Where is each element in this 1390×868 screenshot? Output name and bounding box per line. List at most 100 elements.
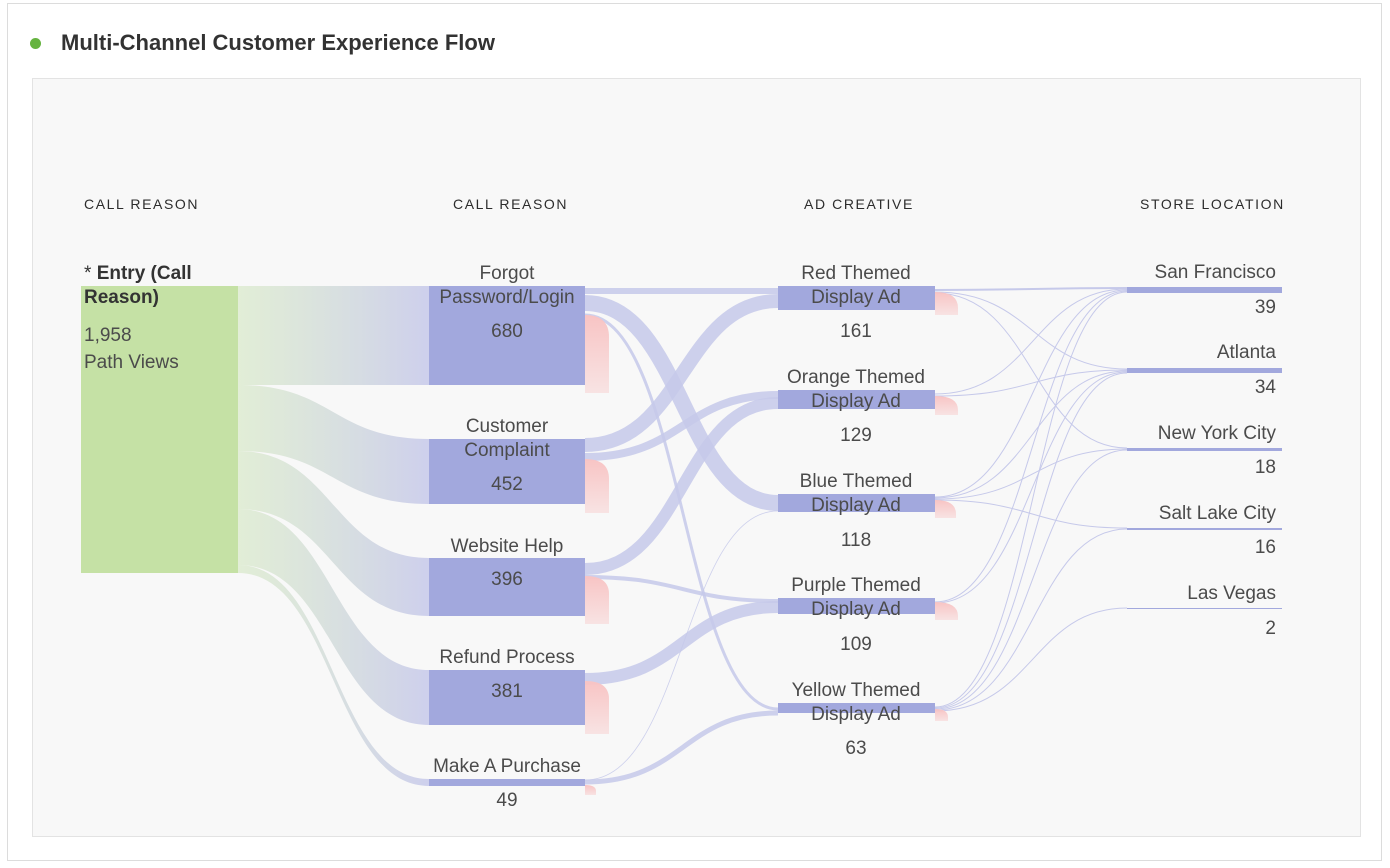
flow-forgot-yellow[interactable] <box>584 313 779 711</box>
flow-website-orange[interactable] <box>584 397 779 575</box>
flow-blue-atlanta[interactable] <box>934 370 1128 499</box>
call-reason-label-forgot: Forgot Password/Login <box>417 262 597 310</box>
entry-prefix: * <box>84 263 97 284</box>
flow-entry-purchase[interactable] <box>238 565 429 786</box>
node-new-york[interactable] <box>1127 448 1282 451</box>
node-salt-lake[interactable] <box>1127 528 1282 530</box>
flow-red-nyc[interactable] <box>934 292 1128 449</box>
flow-yellow-atlanta[interactable] <box>934 372 1128 709</box>
forgot-line2: Password/Login <box>439 287 575 308</box>
node-entry[interactable] <box>81 286 238 573</box>
exit-orange[interactable] <box>935 396 958 415</box>
flow-blue-nyc[interactable] <box>934 448 1128 500</box>
ad-value-yellow: 63 <box>845 738 867 759</box>
call-reason-value-refund: 381 <box>491 681 523 702</box>
purple-line2: Display Ad <box>811 599 901 620</box>
node-san-francisco[interactable] <box>1127 287 1282 293</box>
red-line2: Display Ad <box>811 287 901 308</box>
flow-red-sf[interactable] <box>934 287 1128 291</box>
ad-value-purple: 109 <box>840 634 872 655</box>
flow-blue-sf[interactable] <box>934 289 1128 498</box>
exit-purchase[interactable] <box>585 785 596 795</box>
exit-purple[interactable] <box>935 602 958 620</box>
node-forgot-password[interactable] <box>429 286 585 385</box>
entry-node-value: 1,958 Path Views <box>84 322 179 376</box>
flow-purple-atlanta[interactable] <box>934 371 1128 604</box>
flow-forgot-blue[interactable] <box>584 295 779 511</box>
entry-node-label: * Entry (Call Reason) <box>84 262 192 310</box>
orange-line1: Orange Themed <box>786 367 925 388</box>
flow-complaint-orange[interactable] <box>584 391 779 461</box>
call-reason-label-purchase: Make A Purchase <box>433 756 581 777</box>
store-value-san-francisco: 39 <box>1254 297 1276 318</box>
flow-purchase-blue[interactable] <box>584 510 779 781</box>
ad-value-red: 161 <box>840 321 872 342</box>
exit-website[interactable] <box>585 576 609 624</box>
flow-purple-sf[interactable] <box>934 290 1128 603</box>
ad-label-orange: Orange Themed Display Ad <box>766 366 946 414</box>
call-reason-nodes <box>429 286 585 786</box>
node-red-ad[interactable] <box>778 286 935 310</box>
exit-blue[interactable] <box>935 500 956 518</box>
store-label-san-francisco: San Francisco <box>1154 262 1276 283</box>
flow-diagram <box>81 286 1282 795</box>
store-label-atlanta: Atlanta <box>1216 342 1276 363</box>
exit-forgot[interactable] <box>585 315 609 393</box>
flow-canvas[interactable]: CALL REASON CALL REASON AD CREATIVE STOR… <box>32 78 1361 837</box>
orange-line2: Display Ad <box>811 391 901 412</box>
flow-complaint-red[interactable] <box>584 294 779 452</box>
call-reason-label-refund: Refund Process <box>439 647 575 668</box>
node-orange-ad[interactable] <box>778 390 935 409</box>
ad-value-blue: 118 <box>840 530 872 551</box>
flow-yellow-lv[interactable] <box>934 607 1128 712</box>
complaint-line1: Customer <box>465 416 549 437</box>
exit-red[interactable] <box>935 292 958 315</box>
flow-yellow-nyc[interactable] <box>934 449 1128 710</box>
exit-yellow[interactable] <box>935 709 948 721</box>
store-value-atlanta: 34 <box>1254 377 1276 398</box>
flow-entry-complaint[interactable] <box>238 385 429 504</box>
column-header-4: STORE LOCATION <box>1140 196 1285 212</box>
node-atlanta[interactable] <box>1127 368 1282 373</box>
flow-red-atlanta[interactable] <box>934 291 1128 370</box>
node-yellow-ad[interactable] <box>778 703 935 713</box>
node-make-purchase[interactable] <box>429 779 585 786</box>
flow-yellow-sf[interactable] <box>934 291 1128 708</box>
flow-entry-website[interactable] <box>238 451 429 616</box>
node-refund-process[interactable] <box>429 670 585 725</box>
yellow-line2: Display Ad <box>811 704 901 725</box>
store-value-new-york: 18 <box>1254 457 1276 478</box>
panel-header: Multi-Channel Customer Experience Flow <box>30 28 495 58</box>
ad-label-blue: Blue Themed Display Ad <box>766 470 946 518</box>
flow-entry-refund[interactable] <box>238 509 429 725</box>
column-header-1: CALL REASON <box>84 196 200 212</box>
flow-yellow-slc[interactable] <box>934 528 1128 711</box>
exit-complaint[interactable] <box>585 459 609 513</box>
flow-purchase-yellow[interactable] <box>584 710 779 785</box>
flow-orange-atlanta[interactable] <box>934 369 1128 397</box>
call-reason-label-complaint: Customer Complaint <box>417 415 597 463</box>
node-customer-complaint[interactable] <box>429 439 585 504</box>
call-reason-value-forgot: 680 <box>491 321 523 342</box>
flow-website-purple[interactable] <box>584 575 779 603</box>
forgot-line1: Forgot <box>479 263 535 284</box>
store-value-las-vegas: 2 <box>1265 618 1276 639</box>
flow-refund-purple[interactable] <box>584 601 779 685</box>
entry-unit: Path Views <box>84 352 179 373</box>
purple-line1: Purple Themed <box>791 575 921 596</box>
call-reason-value-complaint: 452 <box>491 474 523 495</box>
exit-refund[interactable] <box>585 681 609 734</box>
node-las-vegas[interactable] <box>1127 608 1282 609</box>
ad-creative-nodes <box>778 286 935 713</box>
flow-entry-forgot[interactable] <box>238 286 429 385</box>
store-flows <box>934 287 1128 712</box>
flow-orange-sf[interactable] <box>934 288 1128 395</box>
node-blue-ad[interactable] <box>778 494 935 512</box>
store-nodes <box>1127 287 1282 609</box>
column-header-3: AD CREATIVE <box>804 196 914 212</box>
node-purple-ad[interactable] <box>778 598 935 614</box>
entry-name-line1: Entry (Call <box>96 263 192 284</box>
red-line1: Red Themed <box>801 263 911 284</box>
node-website-help[interactable] <box>429 558 585 616</box>
flow-blue-slc[interactable] <box>934 499 1128 529</box>
